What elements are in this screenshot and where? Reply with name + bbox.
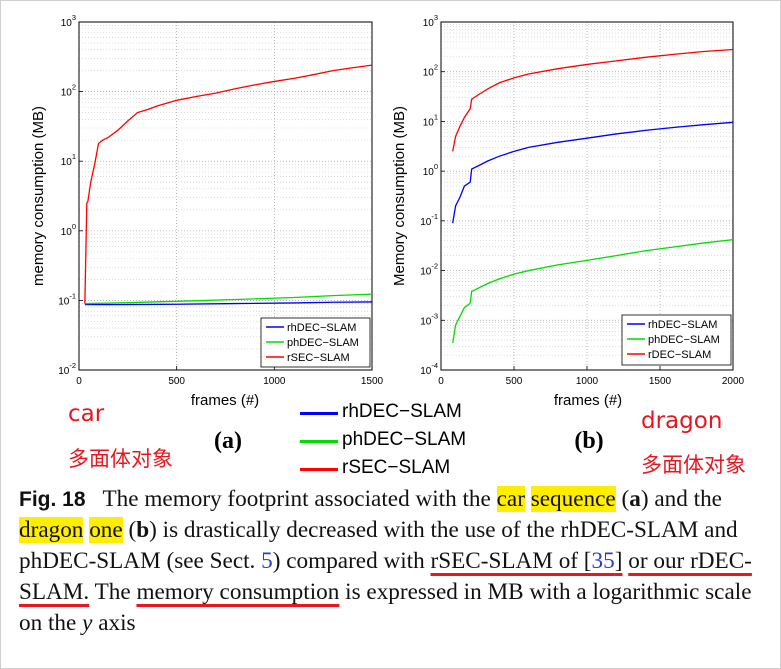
y-tick-label: 102: [61, 83, 76, 99]
x-tick-label: 1500: [649, 376, 672, 387]
caption-highlight: sequence: [530, 486, 616, 512]
caption-underline: rSEC-SLAM of [: [430, 548, 592, 574]
caption-section-link[interactable]: 5: [261, 548, 273, 574]
shared-legend-label: rhDEC−SLAM: [342, 401, 462, 422]
axes-box: [78, 21, 373, 371]
caption-fig-label: Fig. 18: [19, 488, 86, 511]
x-tick-label: 2000: [722, 376, 745, 387]
caption-text: ) and the: [640, 486, 722, 512]
legend-label: rhDEC−SLAM: [648, 319, 717, 331]
y-axis-label: Memory consumption (MB): [391, 106, 408, 286]
caption-highlight: car: [496, 486, 525, 512]
caption-underline: ]: [614, 548, 623, 574]
x-tick-label: 500: [168, 376, 185, 387]
caption-text: The: [94, 579, 131, 605]
x-axis-label: frames (#): [191, 392, 259, 409]
caption-citation-link[interactable]: 35: [591, 548, 615, 574]
panel-label: (b): [574, 428, 603, 454]
shared-legend-swatch: [300, 468, 338, 471]
shared-legend-swatch: [300, 412, 338, 415]
y-tick-label: 100: [61, 222, 76, 238]
figure-caption: Fig. 18 The memory footprint associated …: [19, 484, 764, 639]
chart-panel: 0 500 1000 1500 10-2 10-1 100 101 102 103 rhDEC−SL…: [30, 13, 384, 471]
series-line: [84, 301, 373, 306]
y-tick-label: 102: [423, 63, 438, 79]
legend-label: phDEC−SLAM: [287, 337, 359, 349]
chart-panel: 0 500 1000 1500 2000 10-4 10-3 10-2 10-1 100 101 10…: [391, 13, 746, 477]
shared-legend-label: phDEC−SLAM: [342, 429, 467, 450]
shared-legend-swatch: [300, 440, 338, 443]
caption-text: The memory footprint associated with the: [102, 486, 491, 512]
shared-legend-label: rSEC−SLAM: [342, 457, 451, 478]
shared-legend-entry: phDEC−SLAM: [300, 428, 500, 454]
y-axis-label: memory consumption (MB): [30, 106, 47, 286]
y-tick-label: 101: [61, 152, 76, 168]
y-tick-label: 10-2: [58, 361, 76, 377]
y-tick-label: 10-2: [420, 262, 438, 278]
legend-label: rhDEC−SLAM: [287, 322, 356, 334]
caption-text: (: [128, 517, 137, 543]
caption-text: ) is drastically decreased with the use …: [19, 517, 738, 574]
y-tick-label: 10-1: [58, 291, 76, 307]
handwritten-annotation: car: [68, 401, 105, 427]
handwritten-annotation: dragon: [641, 408, 722, 434]
shared-legend-entry: rhDEC−SLAM: [300, 400, 500, 426]
legend-label: phDEC−SLAM: [648, 334, 720, 346]
y-tick-label: 10-3: [420, 311, 438, 327]
y-tick-label: 10-4: [420, 361, 438, 377]
caption-panel-ref: b: [136, 517, 150, 543]
legend-label: rSEC−SLAM: [287, 352, 350, 364]
y-tick-label: 103: [61, 13, 76, 29]
series-line: [452, 238, 734, 344]
x-tick-label: 1000: [576, 376, 599, 387]
x-tick-label: 0: [76, 376, 82, 387]
x-tick-label: 0: [438, 376, 444, 387]
series-line: [452, 121, 734, 224]
y-tick-label: 100: [423, 162, 438, 178]
y-tick-label: 10-1: [420, 212, 438, 228]
series-line: [84, 64, 373, 304]
caption-axis-var: y: [82, 610, 93, 636]
x-axis-label: frames (#): [554, 392, 622, 409]
caption-highlight: dragon: [19, 517, 84, 543]
handwritten-annotation-cn: 多面体对象: [68, 447, 173, 471]
caption-underline: or our rDEC-SLAM.: [19, 548, 752, 605]
handwritten-annotation-cn: 多面体对象: [641, 453, 746, 477]
legend-label: rDEC−SLAM: [648, 349, 711, 361]
y-tick-label: 101: [423, 112, 438, 128]
caption-underline: memory consumption: [136, 579, 340, 605]
series-line: [84, 293, 373, 305]
series-line: [452, 48, 734, 152]
caption-text: is expressed in MB with a logarithmic sc…: [19, 579, 752, 636]
caption-highlight: one: [89, 517, 123, 543]
caption-panel-ref: a: [629, 486, 641, 512]
x-tick-label: 1000: [263, 376, 286, 387]
x-tick-label: 500: [506, 376, 523, 387]
caption-text: ) compared with: [272, 548, 425, 574]
caption-text: (: [621, 486, 630, 512]
x-tick-label: 1500: [361, 376, 384, 387]
panel-label: (a): [214, 428, 242, 454]
caption-text: axis: [98, 610, 136, 636]
y-tick-label: 103: [423, 13, 438, 29]
shared-legend-entry: rSEC−SLAM: [300, 456, 500, 482]
